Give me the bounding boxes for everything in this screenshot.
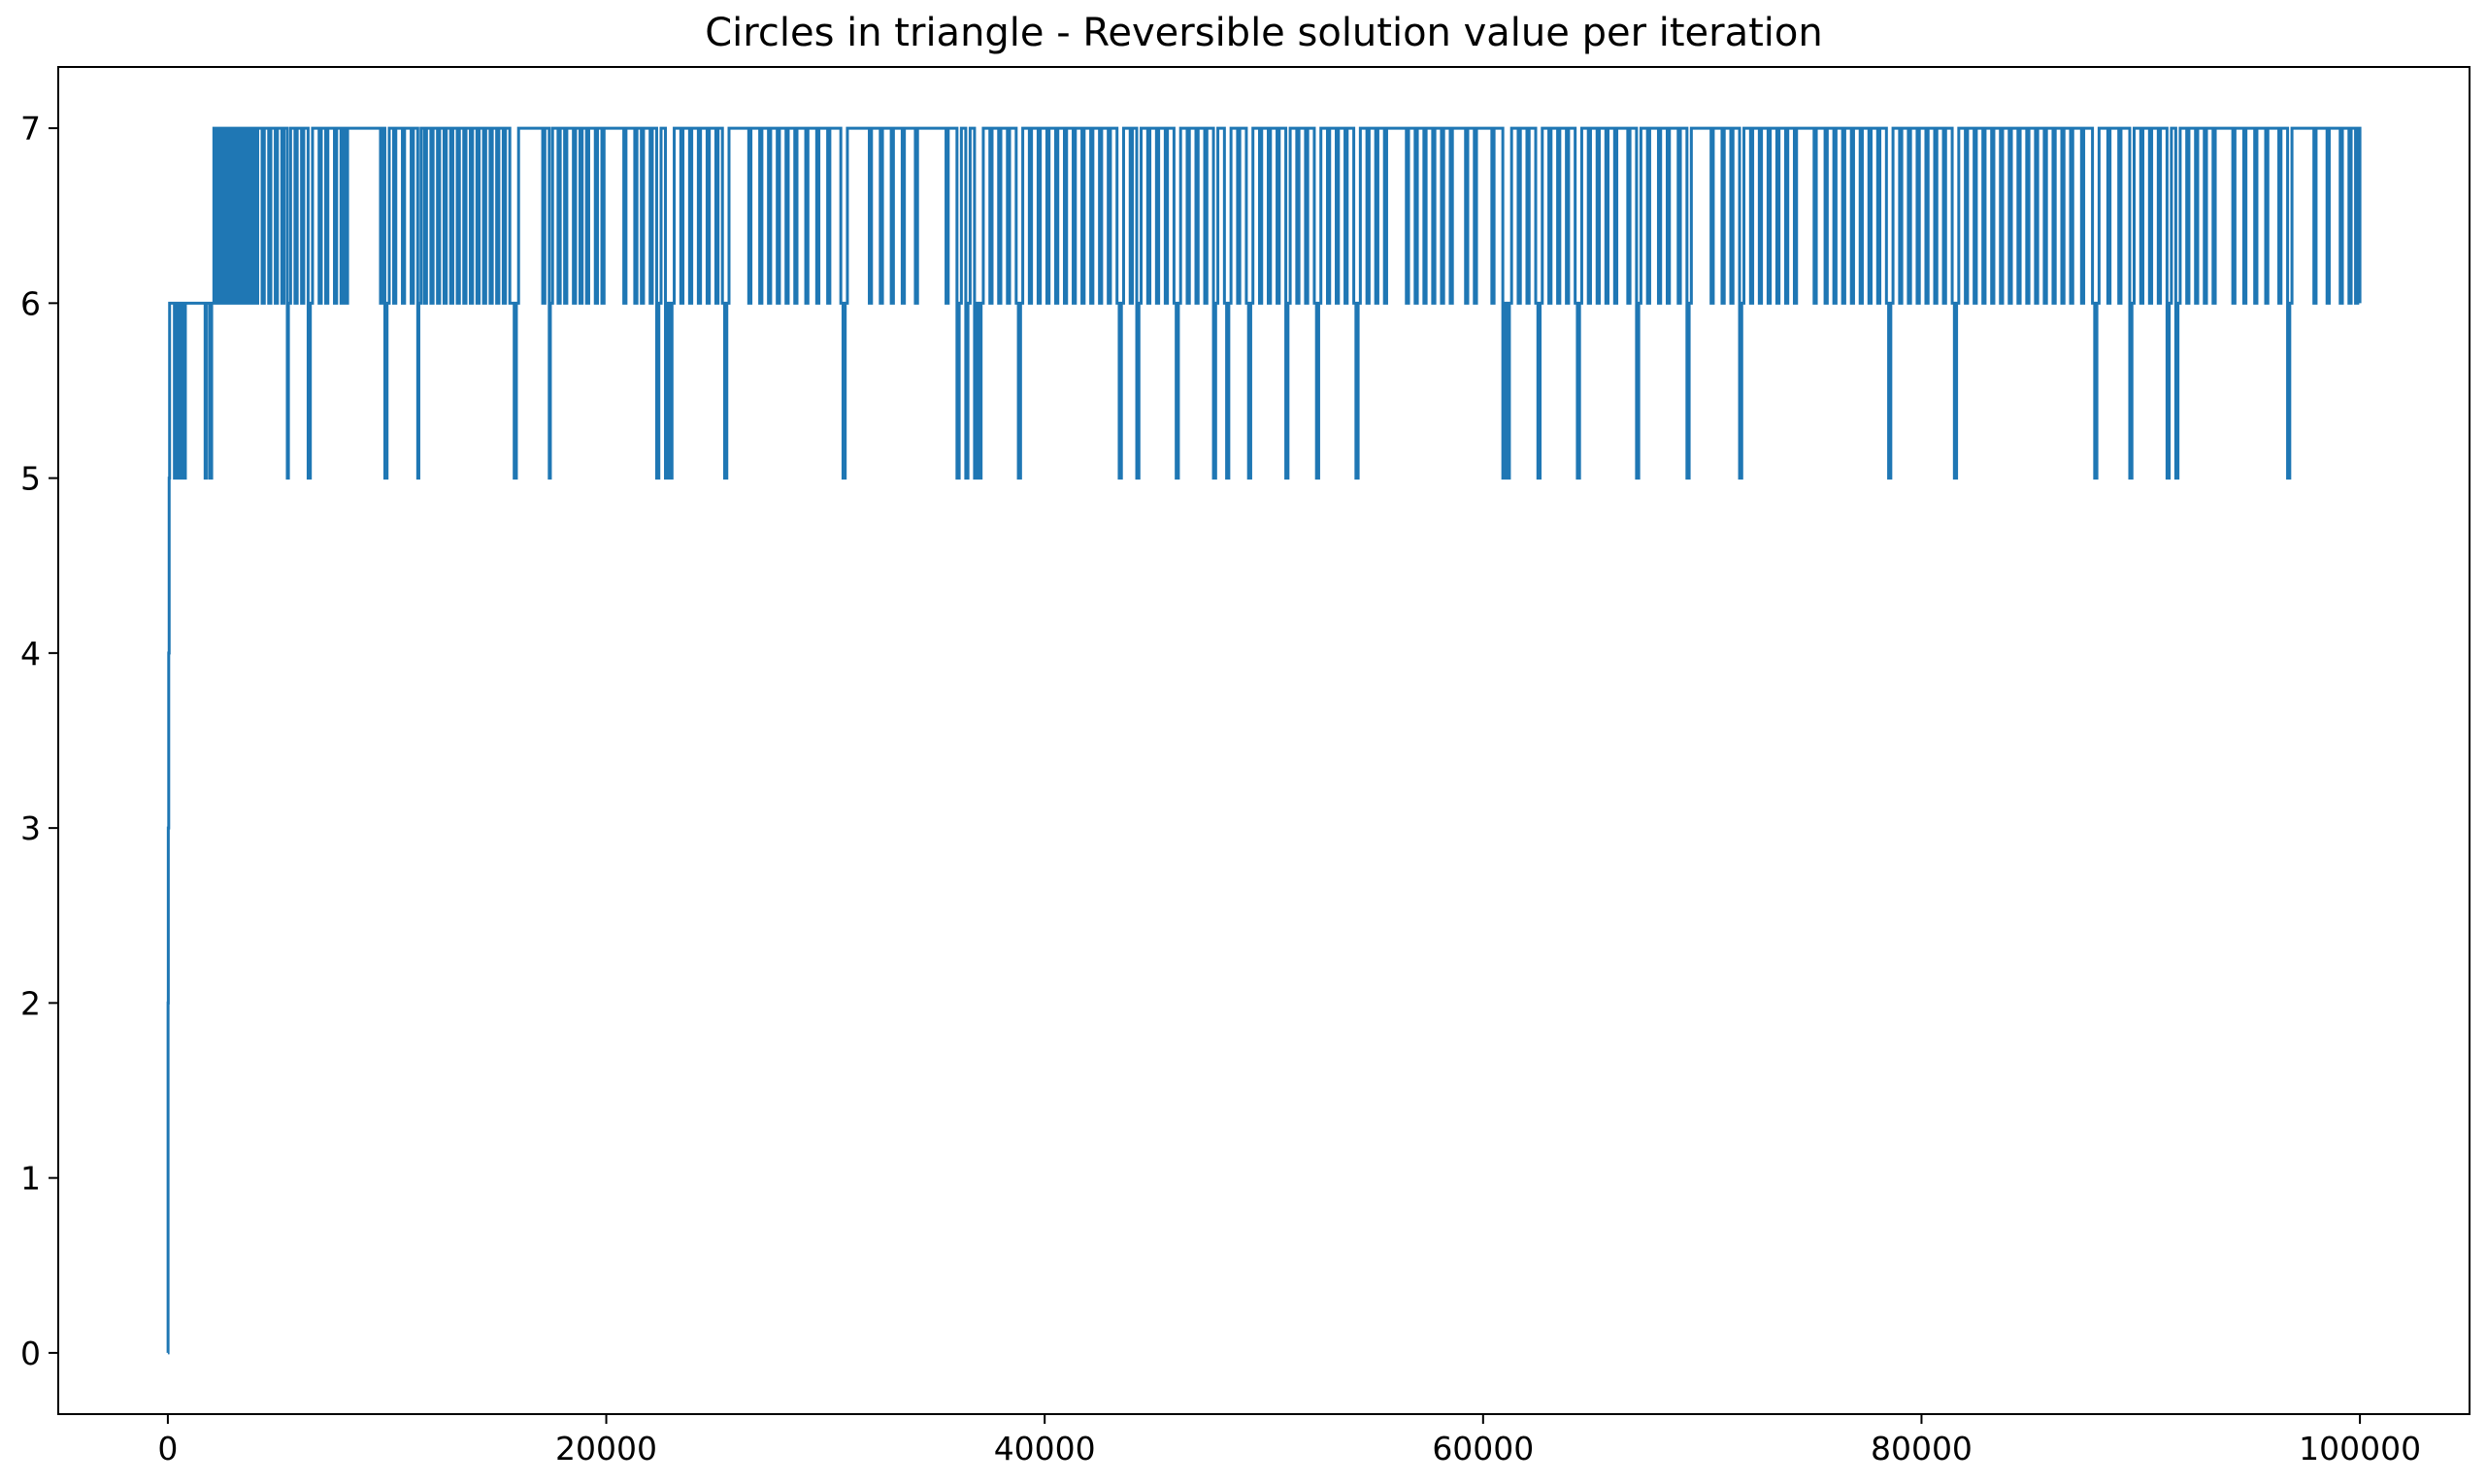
y-tick-label: 6: [20, 284, 41, 322]
x-tick-label: 0: [157, 1430, 178, 1468]
x-tick-label: 40000: [994, 1430, 1096, 1468]
y-tick-label: 7: [20, 110, 41, 148]
y-tick-label: 0: [20, 1335, 41, 1372]
plot-area: [166, 126, 2362, 1355]
x-tick-label: 60000: [1432, 1430, 1534, 1468]
series-line: [166, 126, 2362, 1355]
y-tick-label: 2: [20, 984, 41, 1022]
y-tick-label: 5: [20, 460, 41, 498]
x-tick-label: 20000: [555, 1430, 657, 1468]
axes-frame: [57, 66, 2470, 1415]
y-tick-label: 1: [20, 1160, 41, 1198]
chart-title: Circles in triangle - Reversible solutio…: [705, 11, 1822, 55]
x-tick-label: 80000: [1871, 1430, 1973, 1468]
y-tick-label: 4: [20, 635, 41, 673]
y-axis: 0 1 2 3 4 5 6 7: [20, 110, 58, 1372]
x-tick-label: 100000: [2299, 1430, 2421, 1468]
x-axis: 0 20000 40000 60000 80000 100000: [157, 1414, 2421, 1468]
y-tick-label: 3: [20, 809, 41, 847]
